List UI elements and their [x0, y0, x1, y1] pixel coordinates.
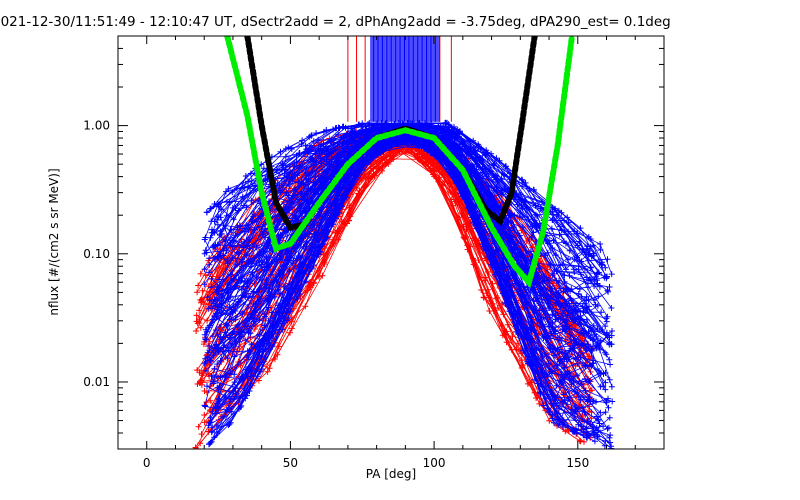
series-blue-point: [608, 305, 615, 311]
series-blue-point: [211, 365, 218, 372]
series-red-point: [503, 328, 510, 335]
series-red-point: [255, 377, 262, 384]
series-red-point: [482, 277, 489, 284]
series-blue-point: [605, 404, 612, 411]
series-red-point: [524, 380, 531, 387]
series-red-point: [480, 294, 487, 301]
x-tick-label: 150: [566, 456, 589, 470]
series-red-point: [470, 255, 476, 262]
series-red-point: [199, 287, 206, 294]
series-red-point: [198, 297, 205, 304]
series-blue-point: [260, 165, 267, 172]
series-blue-point: [605, 424, 612, 431]
series-red-point: [430, 161, 437, 168]
series-red-point: [198, 377, 205, 384]
series-blue-point: [607, 432, 614, 439]
series-red-point: [335, 236, 342, 243]
series-red-point: [463, 226, 470, 233]
series-red-point: [577, 438, 584, 445]
y-tick-label: 0.01: [83, 375, 110, 389]
series-red-point: [310, 280, 317, 287]
series-red-point: [436, 174, 443, 181]
chart-title-text: 2021-12-30/11:51:49 - 12:10:47 UT, dSect…: [0, 14, 671, 30]
series-red-point: [274, 351, 281, 358]
series-red-point: [320, 250, 327, 257]
series-red-point: [199, 372, 206, 379]
series-red-point: [197, 324, 204, 331]
series-red-point: [288, 325, 295, 332]
series-red-point: [588, 415, 595, 422]
series-blue-point: [608, 271, 615, 278]
series-blue-point: [606, 434, 613, 441]
data-layer: [192, 36, 616, 449]
series-red-point: [194, 367, 201, 374]
series-red-point: [472, 237, 479, 244]
x-tick-label: 50: [283, 456, 298, 470]
series-blue-point: [596, 346, 603, 353]
series-red-point: [494, 294, 501, 301]
series-red-point: [499, 332, 506, 339]
series-blue-point: [606, 356, 613, 363]
series-blue-point: [202, 403, 209, 410]
series-red-point: [581, 438, 587, 445]
series-blue-point: [597, 241, 604, 247]
series-blue-point: [608, 383, 615, 390]
x-tick-label: 100: [423, 456, 446, 470]
series-red-point: [509, 333, 516, 340]
series-red-line: [195, 148, 566, 449]
series-blue-point: [277, 148, 284, 155]
series-blue-point: [203, 209, 210, 216]
series-red-point: [195, 423, 202, 430]
series-blue-point: [607, 439, 614, 446]
series-red-point: [329, 236, 336, 243]
series-red-point: [538, 260, 545, 267]
x-axis-label: PA [deg]: [366, 467, 416, 481]
series-red-point: [454, 196, 461, 203]
series-red-point: [194, 320, 201, 327]
series-red-point: [546, 417, 553, 424]
series-red-point: [197, 270, 204, 277]
series-red-point: [193, 312, 200, 319]
series-blue-point: [602, 409, 609, 416]
series-red-point: [200, 341, 207, 348]
series-blue-point: [607, 361, 614, 368]
series-red-point: [195, 282, 202, 289]
series-red-point: [287, 329, 293, 336]
series-red-point: [346, 217, 352, 224]
series-red-point: [356, 187, 363, 194]
series-red-point: [579, 335, 586, 342]
series-blue-point: [217, 374, 224, 380]
series-red-point: [359, 175, 366, 182]
series-red-point: [306, 279, 313, 286]
series-red-point: [197, 296, 204, 303]
series-red-point: [201, 412, 208, 418]
y-tick-label: 1.00: [83, 119, 110, 133]
series-red-point: [204, 317, 211, 324]
series-red-point: [383, 153, 390, 160]
series-red-point: [421, 153, 428, 160]
series-blue-point: [576, 286, 583, 293]
series-red-point: [264, 368, 271, 375]
y-tick-label: 0.10: [83, 247, 110, 261]
series-red-point: [426, 153, 433, 160]
series-red-point: [203, 389, 210, 396]
series-red-point: [288, 318, 295, 325]
series-red-point: [248, 297, 255, 304]
series-red-point: [194, 289, 201, 296]
series-red-point: [495, 305, 501, 311]
chart-title: 2021-12-30/11:51:49 - 12:10:47 UT, dSect…: [0, 14, 800, 36]
series-red-point: [251, 326, 258, 332]
series-red-point: [192, 444, 199, 449]
series-red-point: [193, 328, 200, 334]
series-red-point: [319, 272, 326, 279]
series-red-point: [321, 259, 328, 266]
series-red-point: [337, 228, 344, 235]
series-blue-point: [609, 398, 616, 405]
y-axis-label: nflux [#/(cm2 s sr MeV)]: [47, 168, 61, 315]
series-blue-point: [606, 376, 613, 383]
series-red-point: [201, 419, 208, 426]
x-tick-label: 0: [143, 456, 151, 470]
series-red-point: [355, 190, 362, 197]
